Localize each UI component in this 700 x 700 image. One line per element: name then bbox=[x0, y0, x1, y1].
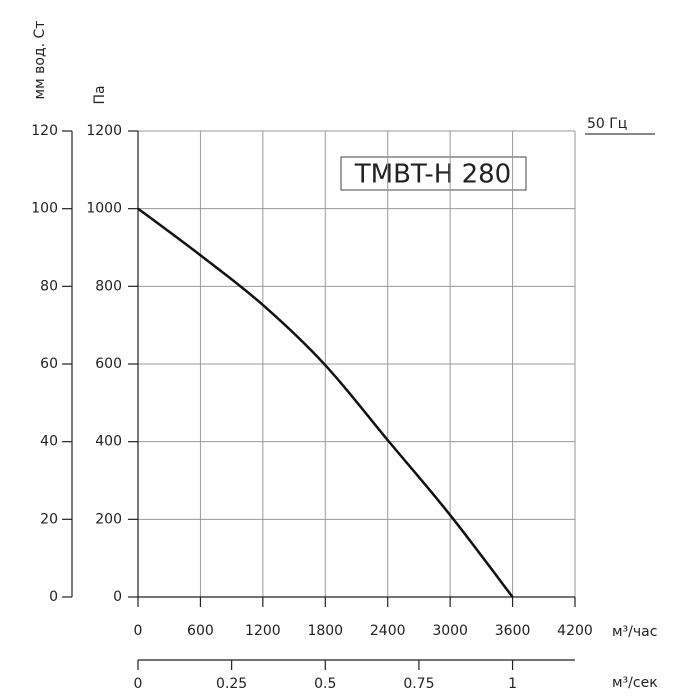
y2-axis-label: мм вод. Ст bbox=[32, 21, 48, 100]
x-tick-label: 3600 bbox=[495, 623, 531, 639]
title-box bbox=[340, 156, 527, 191]
x-tick-label: 4200 bbox=[557, 623, 593, 639]
y2-tick-label: 100 bbox=[31, 201, 58, 217]
curve bbox=[137, 207, 514, 598]
y-tick-label: 1200 bbox=[86, 123, 122, 139]
x2-tick-label: 0.25 bbox=[216, 676, 247, 692]
chart-title: TMBT-H 280 bbox=[354, 160, 511, 190]
x-tick-label: 600 bbox=[187, 623, 214, 639]
x-tick-label: 1200 bbox=[245, 623, 281, 639]
x2-axis-label: м³/сек bbox=[612, 675, 658, 691]
x2-tick-label: 0.75 bbox=[403, 676, 434, 692]
y2-tick-label: 60 bbox=[40, 356, 58, 372]
legend-label: 50 Гц bbox=[587, 116, 627, 132]
y-tick-label: 200 bbox=[95, 511, 122, 527]
x2-tick-label: 1 bbox=[508, 676, 517, 692]
y-tick-label: 600 bbox=[95, 356, 122, 372]
x-tick-label: 1800 bbox=[307, 623, 343, 639]
x-tick-label: 0 bbox=[134, 623, 143, 639]
x-tick-label: 2400 bbox=[370, 623, 406, 639]
y2-tick-label: 40 bbox=[40, 434, 58, 450]
y2-tick-label: 0 bbox=[49, 589, 58, 605]
x2-tick-label: 0 bbox=[134, 676, 143, 692]
y2-tick-label: 20 bbox=[40, 511, 58, 527]
x2-tick-label: 0.5 bbox=[314, 676, 336, 692]
x-tick-label: 3000 bbox=[432, 623, 468, 639]
y-axis-label: Па bbox=[92, 85, 108, 104]
x-axis-label: м³/час bbox=[612, 624, 657, 640]
y-tick-label: 0 bbox=[113, 589, 122, 605]
y2-tick-label: 120 bbox=[31, 123, 58, 139]
y2-tick-label: 80 bbox=[40, 278, 58, 294]
y-tick-label: 400 bbox=[95, 434, 122, 450]
y-tick-label: 1000 bbox=[86, 201, 122, 217]
y-tick-label: 800 bbox=[95, 278, 122, 294]
